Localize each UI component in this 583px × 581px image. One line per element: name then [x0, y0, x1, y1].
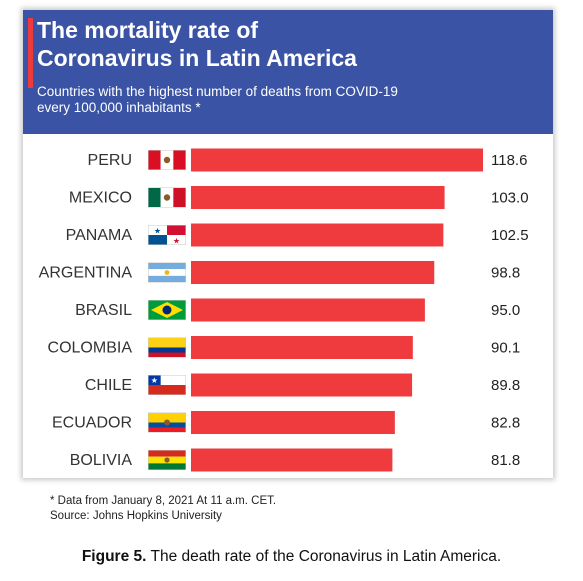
- chart-row: BRASIL 95.0: [75, 298, 520, 322]
- chart-row: BOLIVIA 81.8: [70, 448, 520, 472]
- svg-text:★: ★: [154, 227, 161, 236]
- ecuador-flag-icon: [148, 412, 186, 433]
- value-label: 118.6: [491, 152, 527, 169]
- chart-title-line1: The mortality rate of: [37, 17, 259, 43]
- brazil-flag-icon: [148, 300, 186, 320]
- bar: [191, 148, 483, 172]
- footnote: * Data from January 8, 2021 At 11 a.m. C…: [50, 494, 276, 524]
- category-label: PANAMA: [66, 227, 133, 244]
- header-accent-bar: [28, 18, 33, 88]
- chart-subtitle-line1: Countries with the highest number of dea…: [37, 84, 398, 99]
- chart-row: CHILE ★ 89.8: [85, 373, 520, 397]
- peru-flag-icon: [148, 150, 186, 170]
- category-label: BRASIL: [75, 302, 132, 319]
- value-label: 89.8: [491, 377, 520, 394]
- category-label: PERU: [88, 152, 132, 169]
- value-label: 103.0: [491, 190, 529, 207]
- value-label: 82.8: [491, 415, 520, 432]
- bar: [191, 448, 393, 472]
- figure-caption: Figure 5. The death rate of the Coronavi…: [0, 548, 583, 566]
- category-label: BOLIVIA: [70, 452, 133, 469]
- category-label: CHILE: [85, 377, 132, 394]
- category-label: MEXICO: [69, 190, 132, 207]
- value-label: 102.5: [491, 227, 529, 244]
- chart-row: COLOMBIA 90.1: [48, 336, 520, 359]
- chart-row: PANAMA ★★ 102.5: [66, 223, 529, 247]
- mexico-flag-icon: [148, 187, 186, 208]
- bar: [191, 223, 444, 247]
- panama-flag-icon: ★★: [148, 225, 186, 246]
- svg-text:★: ★: [173, 237, 180, 246]
- bar: [191, 298, 425, 322]
- figure-caption-text: The death rate of the Coronavirus in Lat…: [146, 548, 502, 565]
- chile-flag-icon: ★: [148, 375, 186, 395]
- value-label: 81.8: [491, 452, 520, 469]
- category-label: ARGENTINA: [39, 265, 133, 282]
- chart-row: ARGENTINA 98.8: [39, 261, 520, 284]
- category-label: ECUADOR: [52, 415, 132, 432]
- chart-row: PERU 118.6: [88, 148, 527, 172]
- chart-row: MEXICO 103.0: [69, 186, 529, 209]
- bolivia-flag-icon: [148, 450, 186, 470]
- svg-text:★: ★: [151, 376, 158, 385]
- value-label: 90.1: [491, 340, 520, 357]
- chart-header: The mortality rate of Coronavirus in Lat…: [23, 10, 553, 134]
- value-label: 95.0: [491, 302, 520, 319]
- infographic-card: The mortality rate of Coronavirus in Lat…: [23, 10, 553, 478]
- bar: [191, 411, 395, 434]
- chart-subtitle-line2: every 100,000 inhabitants *: [37, 100, 201, 115]
- bar: [191, 186, 445, 209]
- bar: [191, 336, 413, 359]
- footnote-line1: * Data from January 8, 2021 At 11 a.m. C…: [50, 495, 277, 507]
- bar: [191, 373, 413, 397]
- value-label: 98.8: [491, 265, 520, 282]
- footnote-source: Source: Johns Hopkins University: [50, 510, 222, 522]
- argentina-flag-icon: [148, 262, 186, 283]
- chart-title-line2: Coronavirus in Latin America: [37, 45, 357, 71]
- chart-subtitle: Countries with the highest number of dea…: [37, 84, 537, 116]
- chart-title: The mortality rate of Coronavirus in Lat…: [37, 16, 537, 72]
- colombia-flag-icon: [148, 337, 186, 358]
- category-label: COLOMBIA: [48, 340, 133, 357]
- bar: [191, 261, 435, 284]
- chart-row: ECUADOR 82.8: [52, 411, 520, 434]
- figure-caption-label: Figure 5.: [81, 548, 147, 565]
